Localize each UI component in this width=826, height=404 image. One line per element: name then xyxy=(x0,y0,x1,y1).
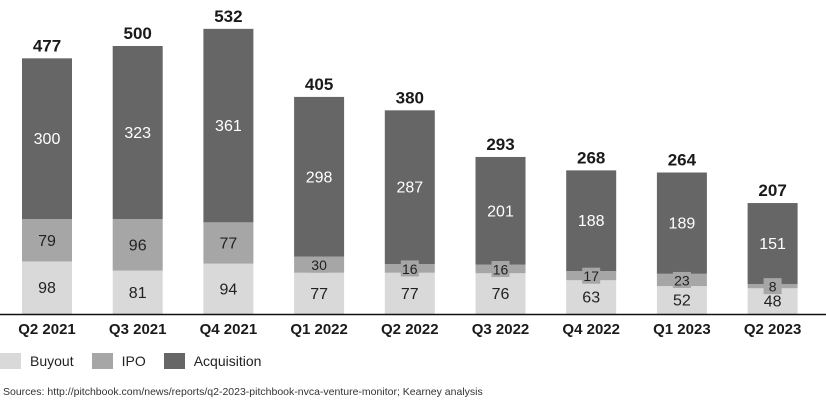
segment-label-buyout: 77 xyxy=(310,286,328,303)
bar-segment-acquisition xyxy=(747,203,798,284)
total-label: 500 xyxy=(124,24,152,43)
segment-label-ipo: 79 xyxy=(38,233,56,250)
bar-segment-buyout xyxy=(475,273,526,314)
segment-label-bg xyxy=(582,267,601,284)
segment-label-bg xyxy=(491,260,510,277)
total-label: 380 xyxy=(396,88,424,107)
segment-label-buyout: 52 xyxy=(673,293,691,310)
segment-label-ipo: 16 xyxy=(402,261,418,277)
bar-segment-buyout xyxy=(656,286,707,314)
legend-swatch-buyout xyxy=(0,353,21,369)
segment-label-buyout: 63 xyxy=(582,290,600,307)
segment-label-ipo: 8 xyxy=(769,279,777,295)
category-label: Q4 2021 xyxy=(200,321,258,338)
category-label: Q1 2023 xyxy=(653,321,711,338)
legend-item-ipo: IPO xyxy=(91,353,146,369)
segment-label-ipo: 30 xyxy=(311,257,327,273)
total-label: 405 xyxy=(305,75,333,94)
legend-swatch-acquisition xyxy=(163,353,185,369)
segment-label-acquisition: 188 xyxy=(578,213,605,230)
total-label: 268 xyxy=(577,148,605,167)
segment-label-ipo: 23 xyxy=(674,272,690,288)
bar-segment-buyout xyxy=(22,261,72,314)
bar-segment-ipo xyxy=(22,219,72,262)
bar-segment-buyout xyxy=(384,272,435,314)
segment-label-acquisition: 323 xyxy=(124,125,151,142)
legend-swatch-ipo xyxy=(91,353,113,369)
segment-label-acquisition: 287 xyxy=(396,180,423,197)
bar-group xyxy=(112,46,163,314)
category-label: Q2 2021 xyxy=(18,321,76,338)
bar-segment-acquisition xyxy=(203,28,254,223)
category-label: Q4 2022 xyxy=(562,321,620,338)
bar-segment-acquisition xyxy=(112,46,163,220)
total-label: 207 xyxy=(758,181,786,200)
segment-label-acquisition: 201 xyxy=(487,203,514,220)
legend-label-ipo: IPO xyxy=(121,353,146,369)
segment-label-acquisition: 300 xyxy=(34,131,61,148)
segment-label-buyout: 94 xyxy=(220,281,238,298)
bar-group xyxy=(203,28,254,314)
bar-segment-buyout xyxy=(566,280,617,314)
category-label: Q2 2022 xyxy=(381,321,439,338)
bar-segment-acquisition xyxy=(566,170,617,272)
legend-item-acquisition: Acquisition xyxy=(163,353,262,369)
segment-label-ipo: 96 xyxy=(129,237,147,254)
total-label: 293 xyxy=(486,135,514,154)
segment-label-acquisition: 151 xyxy=(759,236,786,253)
bar-segment-buyout xyxy=(112,270,163,314)
segment-label-ipo: 16 xyxy=(493,261,509,277)
stacked-bar-chart: 98 79 300 477 Q2 2021 81 96 323 500 Q3 2021 94 77 36… xyxy=(0,7,826,338)
segment-label-acquisition: 189 xyxy=(669,216,696,233)
segment-label-bg xyxy=(400,260,419,277)
bar-group xyxy=(294,96,345,314)
bar-group xyxy=(22,58,72,314)
bar-segment-buyout xyxy=(294,272,345,314)
bar-group xyxy=(656,172,707,314)
legend-item-buyout: Buyout xyxy=(0,353,74,369)
segment-label-buyout: 98 xyxy=(38,280,56,297)
category-label: Q3 2021 xyxy=(109,321,167,338)
segment-label-buyout: 76 xyxy=(492,286,510,303)
legend-label-acquisition: Acquisition xyxy=(193,353,262,369)
category-label: Q3 2022 xyxy=(472,321,530,338)
segment-label-buyout: 81 xyxy=(129,285,147,302)
segment-label-bg xyxy=(310,256,329,273)
bar-segment-acquisition xyxy=(475,156,526,265)
segment-label-acquisition: 298 xyxy=(306,169,333,186)
segment-label-ipo: 77 xyxy=(220,235,238,252)
bar-segment-acquisition xyxy=(656,172,707,274)
bar-segment-ipo xyxy=(112,219,163,271)
category-label: Q2 2023 xyxy=(744,321,802,338)
legend: Buyout IPO Acquisition xyxy=(0,352,279,370)
bar-segment-buyout xyxy=(203,263,254,314)
segment-label-bg xyxy=(763,278,782,295)
bar-segment-acquisition xyxy=(22,58,72,220)
segment-label-ipo: 17 xyxy=(583,268,599,284)
total-label: 532 xyxy=(214,7,242,26)
bar-segment-acquisition xyxy=(384,110,435,265)
total-label: 264 xyxy=(668,150,697,169)
total-label: 477 xyxy=(33,36,61,55)
bar-segment-acquisition xyxy=(294,96,345,257)
segment-label-bg xyxy=(672,271,691,288)
bar-group xyxy=(384,110,435,314)
segment-label-buyout: 77 xyxy=(401,286,419,303)
legend-label-buyout: Buyout xyxy=(30,353,74,369)
category-label: Q1 2022 xyxy=(290,321,348,338)
bar-group xyxy=(747,203,798,314)
segment-label-acquisition: 361 xyxy=(215,118,242,135)
source-note: Sources: http://pitchbook.com/news/repor… xyxy=(3,386,483,398)
segment-label-buyout: 48 xyxy=(764,294,782,311)
bar-segment-ipo xyxy=(203,222,254,264)
